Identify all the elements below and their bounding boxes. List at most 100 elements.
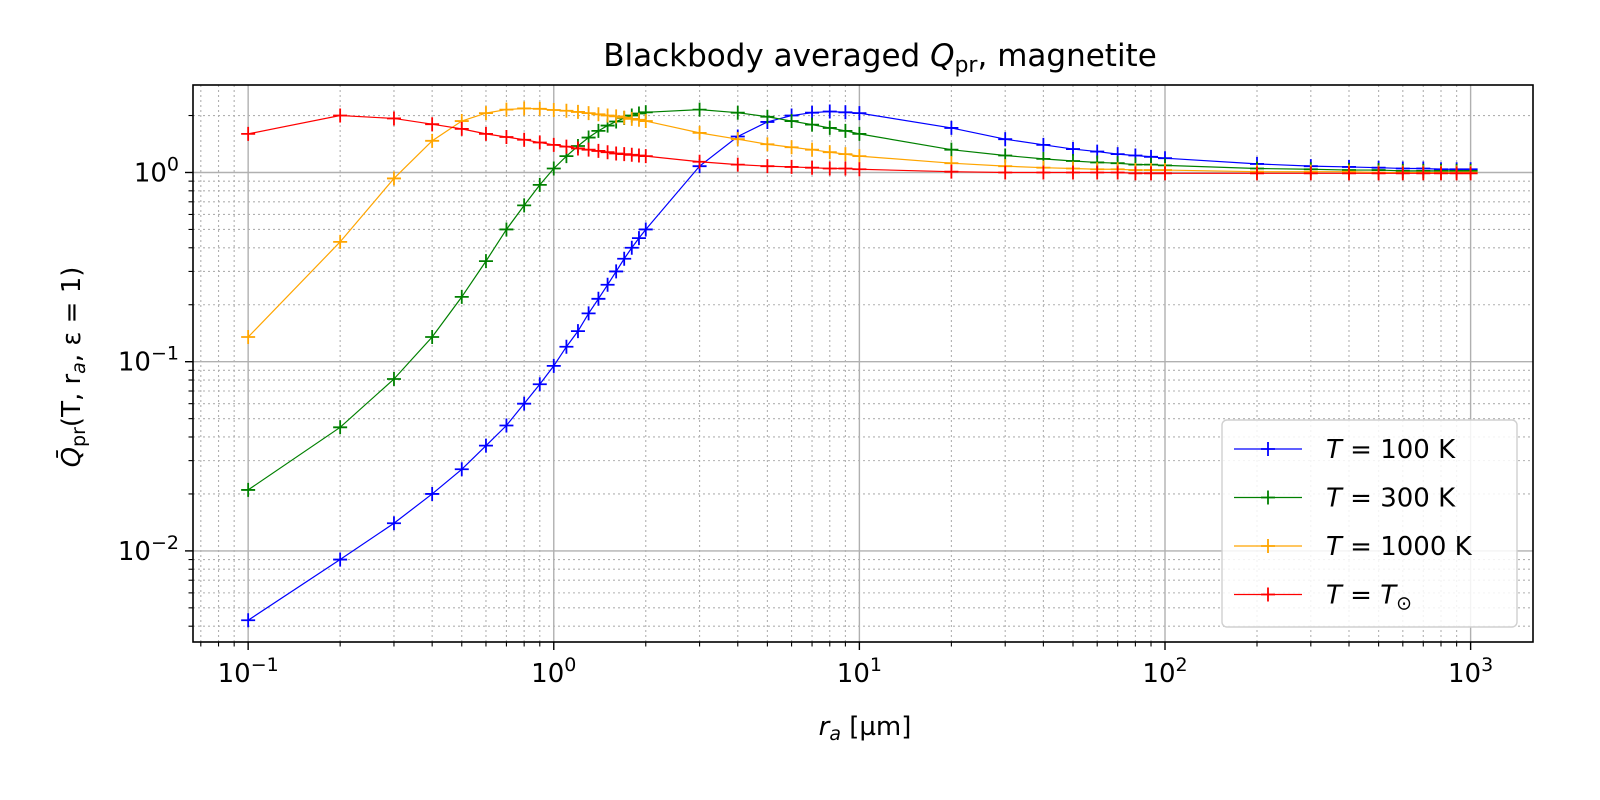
data-point [546, 161, 561, 176]
data-point [517, 198, 532, 213]
data-point [591, 291, 606, 306]
data-point [805, 160, 820, 175]
x-tick-label: 101 [837, 654, 882, 689]
data-point [1036, 165, 1051, 180]
y-tick-label: 100 [134, 153, 179, 188]
ticks-layer: 10−1 100 101 102 103 10−2 10−1 100 [118, 114, 1493, 689]
data-point [241, 330, 256, 345]
data-point [617, 251, 632, 266]
data-point [624, 240, 639, 255]
data-point [241, 482, 256, 497]
data-point [591, 107, 606, 122]
legend-label: T = 1000 K [1326, 532, 1473, 562]
legend-marker [1261, 442, 1275, 456]
data-point [1128, 166, 1143, 181]
data-point [546, 137, 561, 152]
data-point [386, 111, 401, 126]
data-point [692, 102, 707, 117]
y-tick-label: 10−1 [118, 343, 179, 378]
data-point [386, 171, 401, 186]
data-point [241, 613, 256, 628]
data-point [546, 358, 561, 373]
data-point [822, 104, 837, 119]
data-point [838, 123, 853, 138]
data-point [944, 120, 959, 135]
series-1 [241, 102, 1478, 497]
series-layer [241, 101, 1478, 628]
data-point [559, 339, 574, 354]
legend-item: T = T⊙ [1234, 581, 1412, 615]
legend-item: T = 100 K [1234, 435, 1456, 465]
data-point [1303, 166, 1318, 181]
data-point [1463, 166, 1478, 181]
data-point [546, 102, 561, 117]
legend-label: T = 300 K [1326, 484, 1456, 514]
data-point [478, 254, 493, 269]
data-point [631, 231, 646, 246]
data-point [559, 139, 574, 154]
data-point [692, 154, 707, 169]
data-point [517, 101, 532, 116]
data-point [760, 109, 775, 124]
data-point [609, 264, 624, 279]
legend-item: T = 300 K [1234, 484, 1456, 514]
data-point [333, 420, 348, 435]
data-point [570, 104, 585, 119]
data-point [852, 126, 867, 141]
data-point [454, 462, 469, 477]
data-point [591, 123, 606, 138]
data-point [591, 143, 606, 158]
data-point [805, 105, 820, 120]
data-point [617, 110, 632, 125]
data-point [805, 117, 820, 132]
data-point [760, 159, 775, 174]
data-point [638, 149, 653, 164]
plot-frame [192, 84, 1534, 643]
series-line [248, 114, 1471, 174]
data-point [1250, 166, 1264, 181]
data-point [499, 102, 514, 117]
data-point [478, 106, 493, 121]
legend-label: T = T⊙ [1326, 581, 1412, 615]
data-point [1395, 166, 1410, 181]
data-point [425, 486, 440, 501]
data-point [1449, 166, 1464, 181]
data-point [1158, 166, 1172, 181]
series-line [247, 108, 1471, 491]
data-point [581, 106, 596, 121]
data-point [852, 162, 867, 177]
data-point [998, 132, 1013, 147]
data-point [638, 114, 653, 129]
legend: T = 100 K T = 300 K T = 1000 K T = T⊙ [1221, 419, 1518, 628]
data-point [1110, 165, 1125, 180]
series-3 [241, 108, 1478, 181]
data-point [1371, 166, 1386, 181]
minor-grid [193, 85, 1533, 642]
data-point [333, 234, 348, 249]
data-point [532, 377, 547, 392]
x-tick-label: 10−1 [218, 654, 279, 689]
x-tick-label: 100 [531, 654, 576, 689]
legend-label: T = 100 K [1326, 435, 1456, 465]
y-axis-label: Q̄pr(T, ra, ε = 1) [55, 267, 90, 468]
data-point [838, 161, 853, 176]
legend-marker [1261, 539, 1275, 553]
data-point [517, 132, 532, 147]
y-tick-label: 10−2 [118, 532, 179, 567]
data-point [581, 130, 596, 145]
data-point [692, 125, 707, 140]
data-point [838, 147, 853, 162]
data-point [1066, 165, 1080, 180]
data-point [730, 105, 745, 120]
data-point [600, 277, 615, 292]
data-point [532, 177, 547, 192]
data-point [784, 159, 799, 174]
data-point [532, 101, 547, 116]
data-point [998, 165, 1013, 180]
data-point [478, 126, 493, 141]
legend-item: T = 1000 K [1234, 532, 1473, 562]
data-point [499, 222, 514, 237]
data-point [609, 109, 624, 124]
